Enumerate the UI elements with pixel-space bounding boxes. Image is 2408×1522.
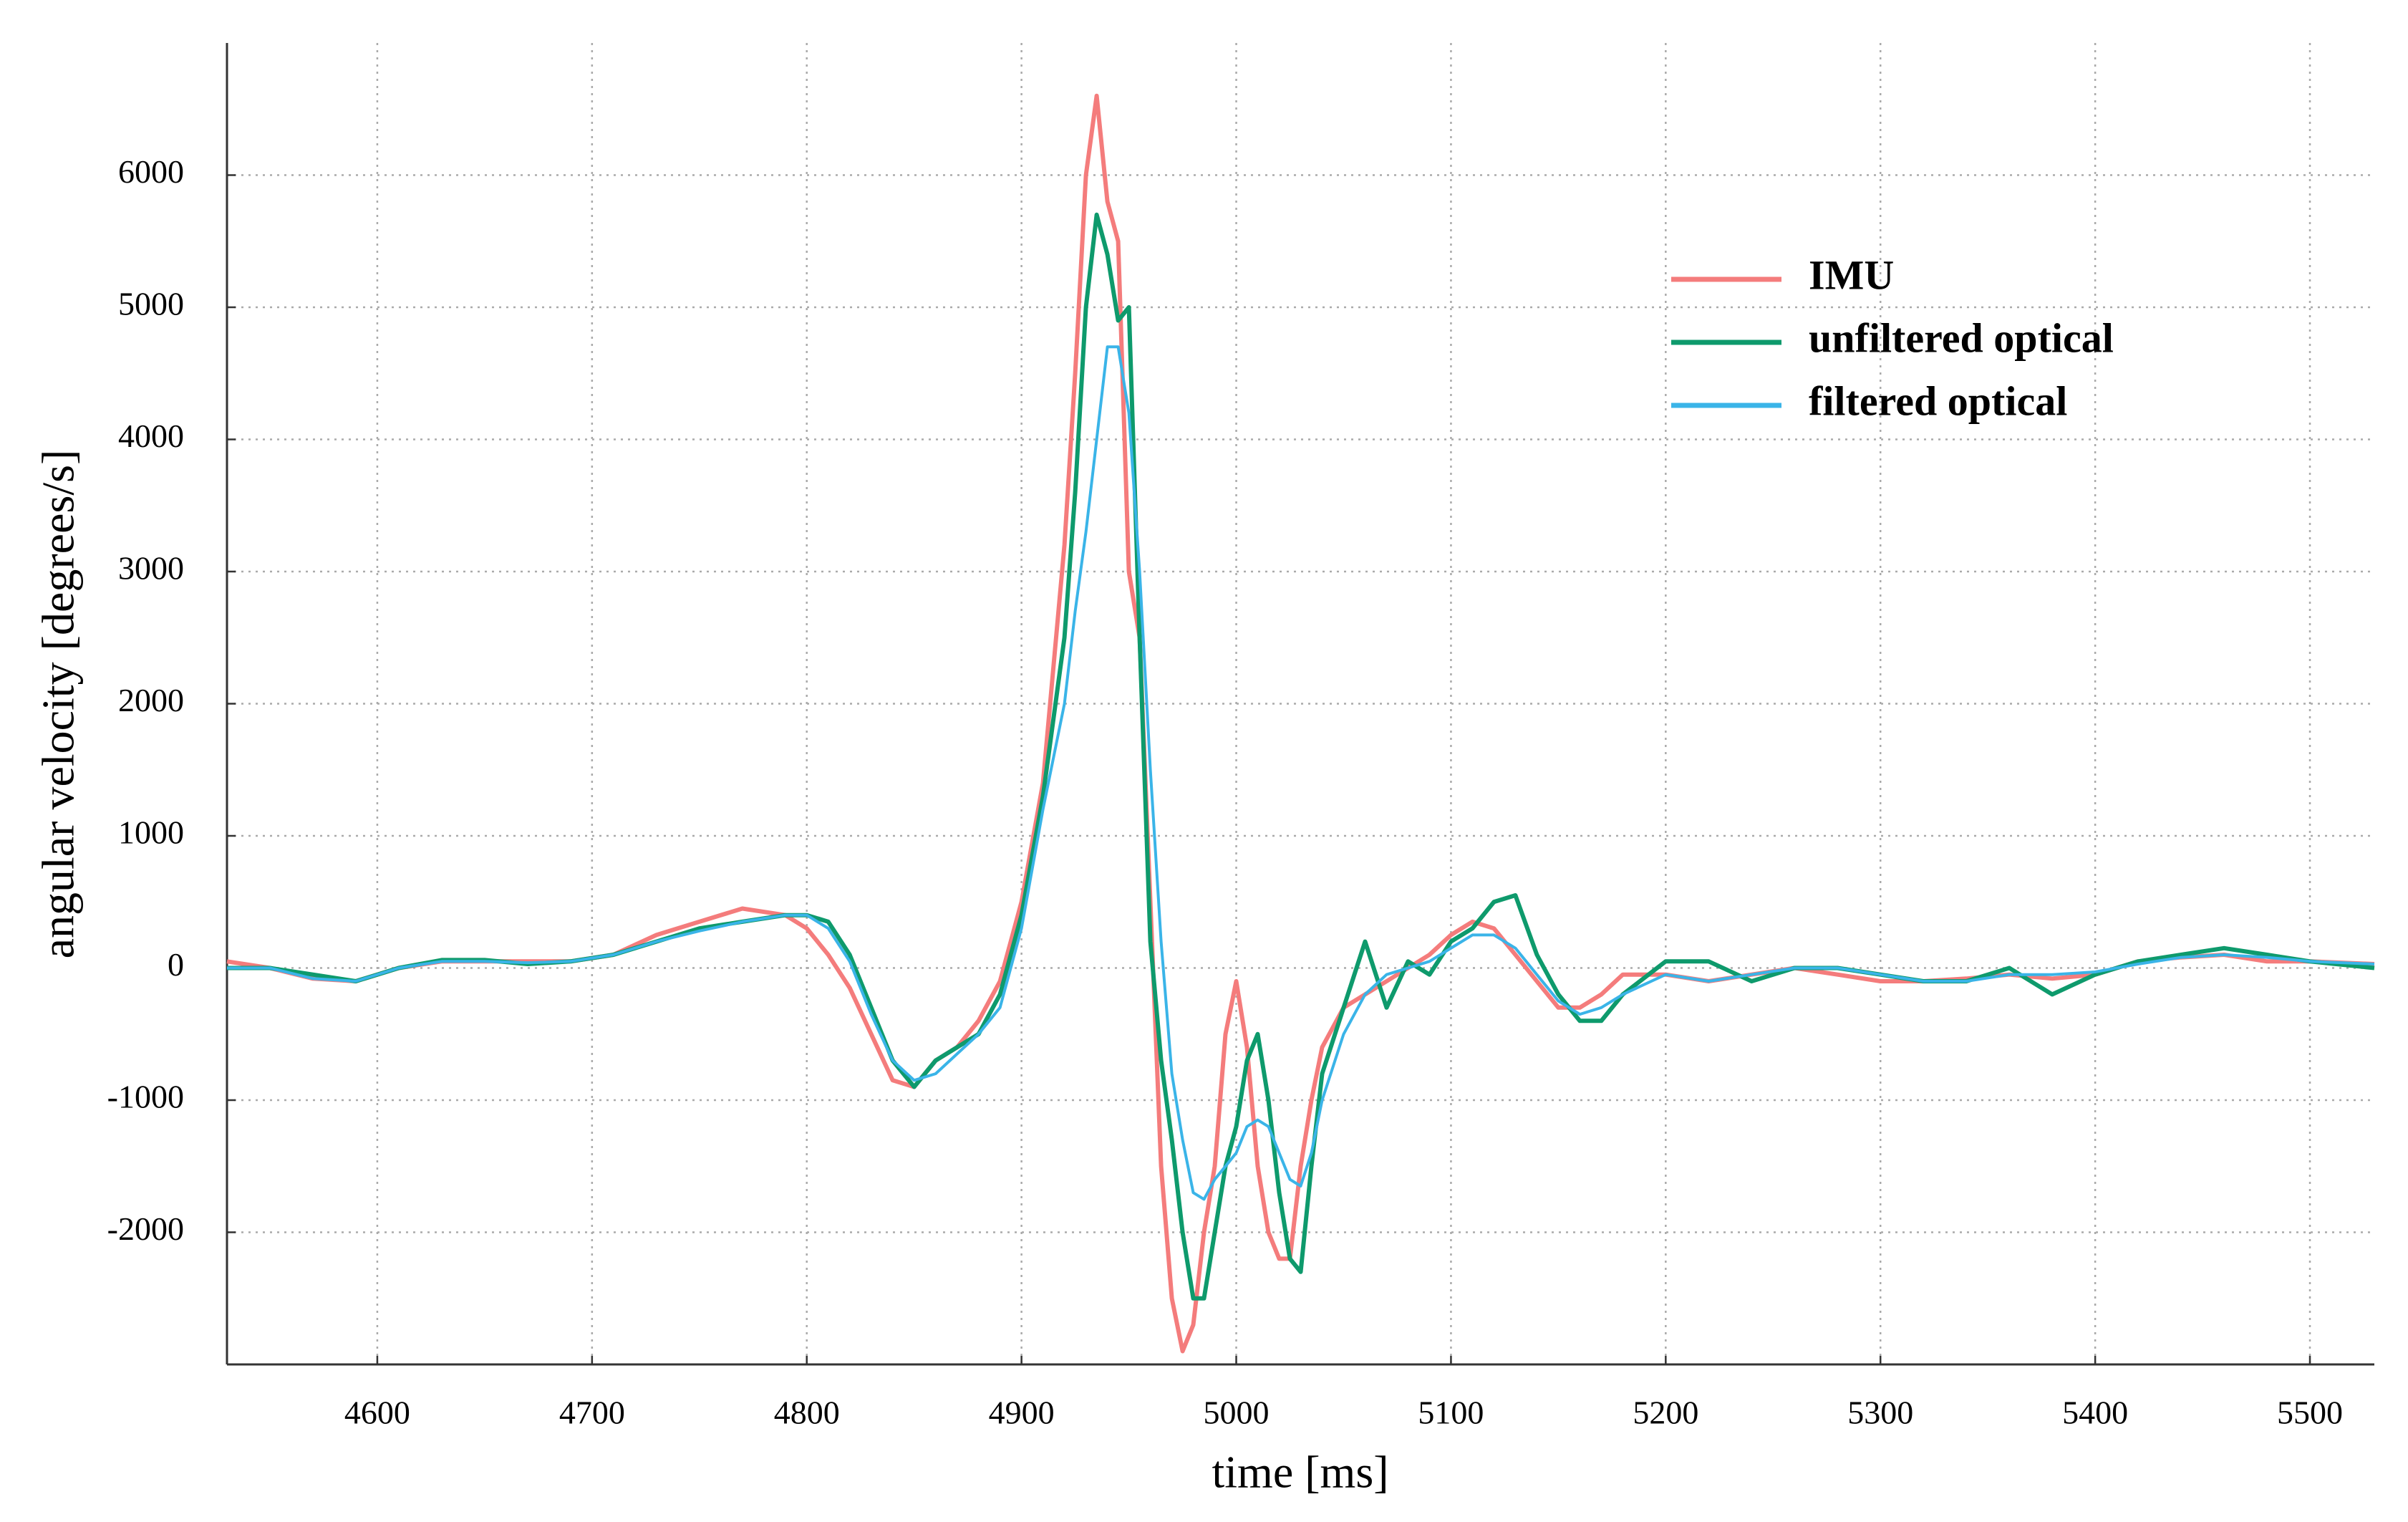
y-tick-label: 2000 xyxy=(118,682,184,718)
x-tick-label: 5400 xyxy=(2062,1395,2128,1431)
x-tick-label: 4900 xyxy=(989,1395,1055,1431)
x-tick-label: 5000 xyxy=(1204,1395,1270,1431)
x-axis-label: time [ms] xyxy=(1212,1447,1388,1498)
legend-label: filtered optical xyxy=(1809,377,2067,424)
y-tick-label: -2000 xyxy=(107,1210,184,1247)
legend-label: IMU xyxy=(1809,251,1894,298)
y-tick-label: 4000 xyxy=(118,418,184,454)
data-line xyxy=(227,345,2375,1201)
x-tick-label: 4600 xyxy=(344,1395,410,1431)
x-tick-label: 5100 xyxy=(1418,1395,1484,1431)
x-tick-label: 4800 xyxy=(774,1395,840,1431)
y-tick-label: 3000 xyxy=(118,550,184,587)
data-line xyxy=(226,93,2375,1354)
legend-label: unfiltered optical xyxy=(1809,314,2114,361)
x-tick-label: 5200 xyxy=(1633,1395,1698,1431)
x-tick-label: 5300 xyxy=(1847,1395,1913,1431)
y-tick-label: 6000 xyxy=(118,153,184,190)
y-axis-label: angular velocity [degrees/s] xyxy=(33,450,84,959)
y-tick-label: -1000 xyxy=(107,1079,184,1115)
y-tick-label: 1000 xyxy=(118,814,184,851)
x-tick-label: 5500 xyxy=(2277,1395,2343,1431)
x-tick-label: 4700 xyxy=(559,1395,625,1431)
y-tick-label: 0 xyxy=(168,946,184,983)
y-tick-label: 5000 xyxy=(118,286,184,322)
